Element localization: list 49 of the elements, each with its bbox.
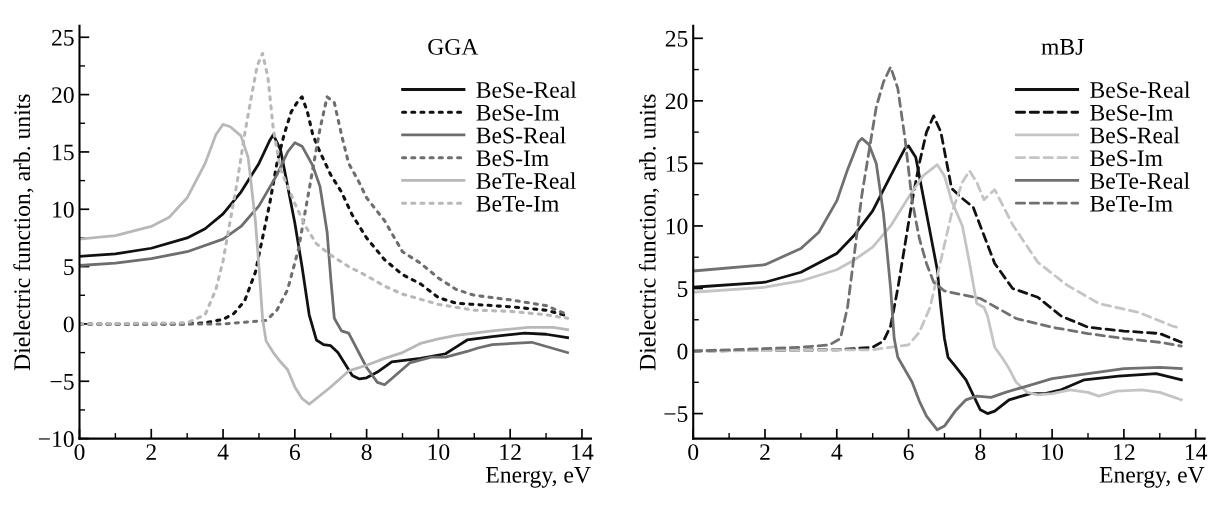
y-tick-label: 15 bbox=[53, 144, 74, 161]
legend-label: BeS-Real bbox=[1090, 126, 1180, 144]
y-tick-label: 0 bbox=[677, 343, 688, 360]
x-tick-label: 12 bbox=[1114, 444, 1135, 460]
legend-label: BeS-Im bbox=[476, 150, 549, 167]
chart-title: GGA bbox=[428, 38, 479, 55]
x-tick-label: 14 bbox=[1185, 444, 1208, 460]
legend-label: BeTe-Real bbox=[1090, 172, 1190, 189]
x-tick-label: 4 bbox=[831, 444, 843, 460]
chart-title: mBJ bbox=[1041, 39, 1084, 55]
legend-label: BeTe-Real bbox=[476, 172, 576, 189]
y-tick-label: −10 bbox=[38, 431, 74, 448]
y-tick-label: 25 bbox=[665, 30, 688, 47]
x-axis-title: Energy, eV bbox=[1099, 467, 1205, 488]
legend-label: BeSe-Real bbox=[476, 81, 577, 99]
x-tick-label: 12 bbox=[500, 444, 521, 460]
legend-label: BeSe-Real bbox=[1090, 81, 1191, 99]
legend-label: BeTe-Im bbox=[476, 196, 559, 212]
x-tick-label: 6 bbox=[903, 444, 914, 461]
x-tick-label: 8 bbox=[361, 444, 372, 461]
legend-label: BeSe-Im bbox=[476, 104, 560, 121]
y-tick-label: 10 bbox=[53, 201, 74, 218]
x-tick-label: 4 bbox=[217, 444, 229, 460]
y-tick-label: 20 bbox=[52, 87, 74, 104]
y-tick-label: −5 bbox=[50, 374, 74, 390]
y-axis-title: Dielectric function, arb. units bbox=[638, 94, 660, 371]
y-tick-label: 20 bbox=[665, 93, 688, 110]
x-tick-label: 14 bbox=[572, 444, 594, 460]
y-tick-label: 15 bbox=[666, 156, 688, 172]
y-tick-label: 5 bbox=[64, 259, 74, 276]
x-tick-label: 2 bbox=[760, 444, 770, 460]
x-tick-label: 6 bbox=[289, 444, 301, 461]
legend-label: BeSe-Im bbox=[1090, 104, 1174, 121]
y-tick-label: −5 bbox=[664, 406, 688, 423]
x-tick-label: 0 bbox=[74, 444, 85, 461]
x-tick-label: 10 bbox=[1042, 444, 1064, 461]
x-tick-label: 10 bbox=[428, 444, 450, 461]
legend-label: BeTe-Im bbox=[1090, 196, 1173, 212]
x-axis-title: Energy, eV bbox=[486, 467, 591, 488]
y-tick-label: 5 bbox=[677, 281, 688, 297]
y-tick-label: 0 bbox=[63, 316, 74, 333]
y-tick-label: 10 bbox=[666, 218, 688, 235]
x-tick-label: 2 bbox=[146, 444, 156, 460]
y-axis-title: Dielectric function, arb. units bbox=[13, 94, 34, 371]
y-tick-label: 25 bbox=[52, 29, 74, 46]
legend-label: BeS-Im bbox=[1090, 150, 1163, 167]
legend-label: BeS-Real bbox=[476, 126, 566, 144]
x-tick-label: 0 bbox=[688, 444, 699, 461]
x-tick-label: 8 bbox=[975, 444, 986, 461]
